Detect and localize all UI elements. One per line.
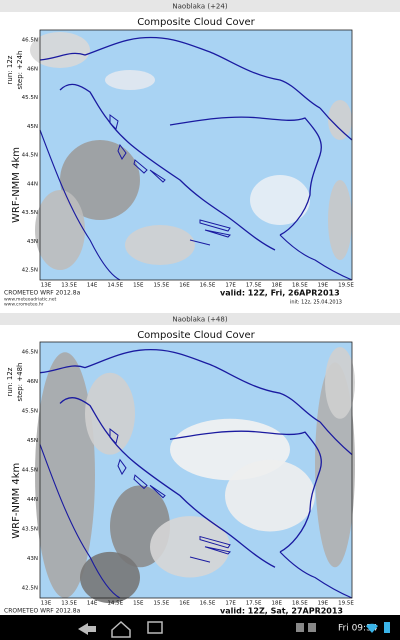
notification-icon bbox=[308, 623, 316, 632]
lon-label: 16.5E bbox=[200, 601, 216, 607]
clock[interactable]: Fri 09:34 bbox=[338, 624, 378, 634]
cloud-area bbox=[328, 100, 352, 140]
panel-header-bar bbox=[0, 313, 400, 325]
lon-label: 18.5E bbox=[292, 283, 308, 289]
lon-label: 14E bbox=[87, 601, 98, 607]
wifi-icon bbox=[366, 623, 378, 633]
cloud-area bbox=[225, 459, 315, 532]
lon-label: 18E bbox=[272, 601, 283, 607]
lon-label: 15E bbox=[133, 601, 144, 607]
map-title: Composite Cloud Cover bbox=[137, 17, 255, 28]
lat-label: 43N bbox=[27, 239, 38, 245]
forecast-panel: Naoblaka (+48) Composite Cloud Cover run: … bbox=[0, 313, 400, 616]
lat-label: 44N bbox=[27, 497, 38, 503]
lat-label: 42.5N bbox=[22, 586, 38, 592]
lon-label: 17.5E bbox=[246, 283, 262, 289]
panel-header: Naoblaka (+48) bbox=[172, 316, 227, 324]
lon-label: 16E bbox=[179, 283, 190, 289]
lon-label: 19.5E bbox=[338, 283, 354, 289]
lon-label: 15.5E bbox=[154, 601, 170, 607]
cloud-area bbox=[125, 225, 195, 265]
cloud-area bbox=[325, 347, 355, 419]
lat-label: 45N bbox=[27, 438, 38, 444]
recent-apps-button[interactable] bbox=[147, 621, 163, 634]
run-label: run: 12z bbox=[6, 55, 14, 84]
lon-label: 15.5E bbox=[154, 283, 170, 289]
map-layer bbox=[35, 347, 355, 604]
lon-label: 16E bbox=[179, 601, 190, 607]
lon-label: 13.5E bbox=[61, 283, 77, 289]
panel-header: Naoblaka (+24) bbox=[172, 3, 227, 11]
lat-label: 43.5N bbox=[22, 210, 38, 216]
cloud-area bbox=[80, 551, 140, 604]
lon-label: 17E bbox=[225, 283, 236, 289]
lat-label: 46.5N bbox=[22, 38, 38, 44]
panel-header-bar bbox=[0, 0, 400, 12]
model-label: WRF-NMM 4km bbox=[11, 147, 22, 223]
lon-label: 18E bbox=[272, 283, 283, 289]
lat-label: 44N bbox=[27, 181, 38, 187]
lon-label: 19.5E bbox=[338, 601, 354, 607]
lon-label: 16.5E bbox=[200, 283, 216, 289]
credit: CROMETEO WRF 2012.8a bbox=[4, 290, 81, 297]
system-bar-bg bbox=[0, 615, 400, 640]
valid-time: valid: 12Z, Fri, 26APR2013 bbox=[220, 289, 340, 298]
cloud-area bbox=[30, 32, 90, 68]
lat-label: 46N bbox=[27, 379, 38, 385]
lon-label: 14.5E bbox=[107, 283, 123, 289]
model-label: WRF-NMM 4km bbox=[11, 463, 22, 539]
run-label: run: 12z bbox=[6, 367, 14, 396]
system-bar: Fri 09:34 bbox=[0, 615, 400, 640]
cloud-area bbox=[35, 190, 85, 270]
cloud-area bbox=[85, 372, 135, 455]
lon-label: 18.5E bbox=[292, 601, 308, 607]
map-frame bbox=[39, 341, 353, 599]
lat-label: 44.5N bbox=[22, 153, 38, 159]
site-link: www.crometeo.hr bbox=[4, 302, 44, 308]
lat-label: 46N bbox=[27, 66, 38, 72]
home-button[interactable] bbox=[111, 620, 131, 638]
lat-label: 45.5N bbox=[22, 95, 38, 101]
map-frame bbox=[39, 29, 353, 281]
forecast-panel: Naoblaka (+24) Composite Cloud Cover run: … bbox=[0, 0, 400, 313]
lon-label: 13.5E bbox=[61, 601, 77, 607]
credit: CROMETEO WRF 2012.8a bbox=[4, 608, 81, 615]
cloud-area bbox=[250, 175, 310, 225]
lon-label: 19E bbox=[318, 283, 329, 289]
lat-label: 45N bbox=[27, 124, 38, 130]
lon-label: 14.5E bbox=[107, 601, 123, 607]
site-link: www.meteoadriatic.net bbox=[4, 297, 57, 303]
init-time: init: 12z, 25.04.2013 bbox=[290, 300, 342, 306]
step-label: step: +24h bbox=[16, 51, 24, 90]
lat-label: 44.5N bbox=[22, 468, 38, 474]
lon-label: 17.5E bbox=[246, 601, 262, 607]
back-button[interactable] bbox=[78, 623, 96, 635]
lon-label: 13E bbox=[41, 601, 52, 607]
battery-icon bbox=[384, 622, 390, 633]
lon-label: 13E bbox=[41, 283, 52, 289]
lon-label: 15E bbox=[133, 283, 144, 289]
lat-label: 43N bbox=[27, 556, 38, 562]
map-layer bbox=[30, 32, 353, 281]
lon-label: 17E bbox=[225, 601, 236, 607]
lat-label: 43.5N bbox=[22, 527, 38, 533]
cloud-area bbox=[35, 352, 95, 598]
lon-label: 19E bbox=[318, 601, 329, 607]
lat-label: 42.5N bbox=[22, 268, 38, 274]
step-label: step: +48h bbox=[16, 363, 24, 402]
cloud-area bbox=[60, 140, 140, 220]
map-title: Composite Cloud Cover bbox=[137, 330, 255, 341]
cloud-area bbox=[328, 180, 352, 260]
valid-time: valid: 12Z, Sat, 27APR2013 bbox=[220, 607, 343, 616]
cloud-area bbox=[150, 516, 230, 578]
lat-label: 46.5N bbox=[22, 350, 38, 356]
notification-icon bbox=[296, 623, 304, 632]
lat-label: 45.5N bbox=[22, 409, 38, 415]
cloud-area bbox=[105, 70, 155, 90]
lon-label: 14E bbox=[87, 283, 98, 289]
